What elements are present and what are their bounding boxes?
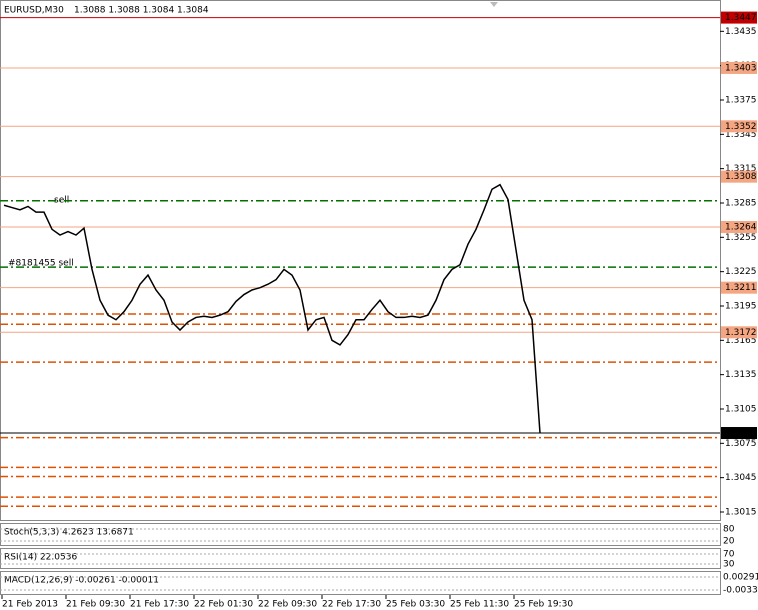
stoch-panel xyxy=(0,523,721,546)
indicator-tick-label: 0.00291 xyxy=(723,573,758,583)
level-box xyxy=(721,170,757,183)
y-tick-label: 1.3255 xyxy=(725,233,757,243)
indicator-label: MACD(12,26,9) -0.00261 -0.00011 xyxy=(4,576,159,586)
main-panel xyxy=(0,0,721,521)
x-tick-label: 21 Feb 2013 xyxy=(2,600,58,610)
x-tick-label: 21 Feb 17:30 xyxy=(130,600,189,610)
macd-panel xyxy=(0,571,721,595)
x-tick-label: 25 Feb 03:30 xyxy=(386,600,445,610)
scroll-marker xyxy=(490,2,498,7)
chart-title: EURUSD,M30 xyxy=(4,6,64,16)
annotation: #8181455 sell xyxy=(8,259,74,269)
indicator-tick-label: 80 xyxy=(723,525,735,535)
level-box xyxy=(721,326,757,339)
level-label: 1.3264 xyxy=(725,223,757,233)
quote: 1.3088 1.3088 1.3084 1.3084 xyxy=(74,6,209,16)
level-label: 1.3211 xyxy=(725,283,757,293)
level-box xyxy=(721,281,757,294)
y-tick-label: 1.3285 xyxy=(725,198,757,208)
x-tick-label: 22 Feb 17:30 xyxy=(322,600,381,610)
level-label: 1.3172 xyxy=(725,328,757,338)
rsi-panel xyxy=(0,548,721,569)
level-label: 1.3352 xyxy=(725,122,757,132)
level-label: 1.3447 xyxy=(725,13,757,23)
x-tick-label: 25 Feb 11:30 xyxy=(450,600,509,610)
level-box xyxy=(721,221,757,234)
y-tick-label: 1.3225 xyxy=(725,267,757,277)
annotation: sell xyxy=(54,196,69,206)
indicator-label: Stoch(5,3,3) 4.2623 13.6871 xyxy=(4,528,134,538)
x-tick-label: 22 Feb 09:30 xyxy=(258,600,317,610)
y-tick-label: 1.3135 xyxy=(725,370,757,380)
y-tick-label: 1.3315 xyxy=(725,164,757,174)
y-tick-label: 1.3045 xyxy=(725,473,757,483)
level-label: 1.3308 xyxy=(725,172,757,182)
indicator-tick-label: -0.00333 xyxy=(723,586,758,596)
level-label: 1.3403 xyxy=(725,63,757,73)
indicator-label: RSI(14) 22.0536 xyxy=(4,553,77,563)
y-tick-label: 1.3345 xyxy=(725,130,757,140)
level-box xyxy=(721,120,757,133)
indicator-tick-label: 20 xyxy=(723,537,735,547)
y-tick-label: 1.3165 xyxy=(725,336,757,346)
level-box xyxy=(721,11,757,24)
x-tick-label: 22 Feb 01:30 xyxy=(194,600,253,610)
level-box xyxy=(721,61,757,74)
y-tick-label: 1.3375 xyxy=(725,95,757,105)
indicator-tick-label: 30 xyxy=(723,560,735,570)
y-tick-label: 1.3075 xyxy=(725,439,757,449)
level-label: 1.3084 xyxy=(725,429,757,439)
y-tick-label: 1.3195 xyxy=(725,301,757,311)
x-tick-label: 25 Feb 19:30 xyxy=(514,600,573,610)
level-box xyxy=(721,427,757,440)
y-tick-label: 1.3435 xyxy=(725,27,757,37)
x-tick-label: 21 Feb 09:30 xyxy=(66,600,125,610)
y-tick-label: 1.3105 xyxy=(725,404,757,414)
indicator-tick-label: 70 xyxy=(723,550,735,560)
y-tick-label: 1.3015 xyxy=(725,507,757,517)
price-line xyxy=(3,183,541,434)
